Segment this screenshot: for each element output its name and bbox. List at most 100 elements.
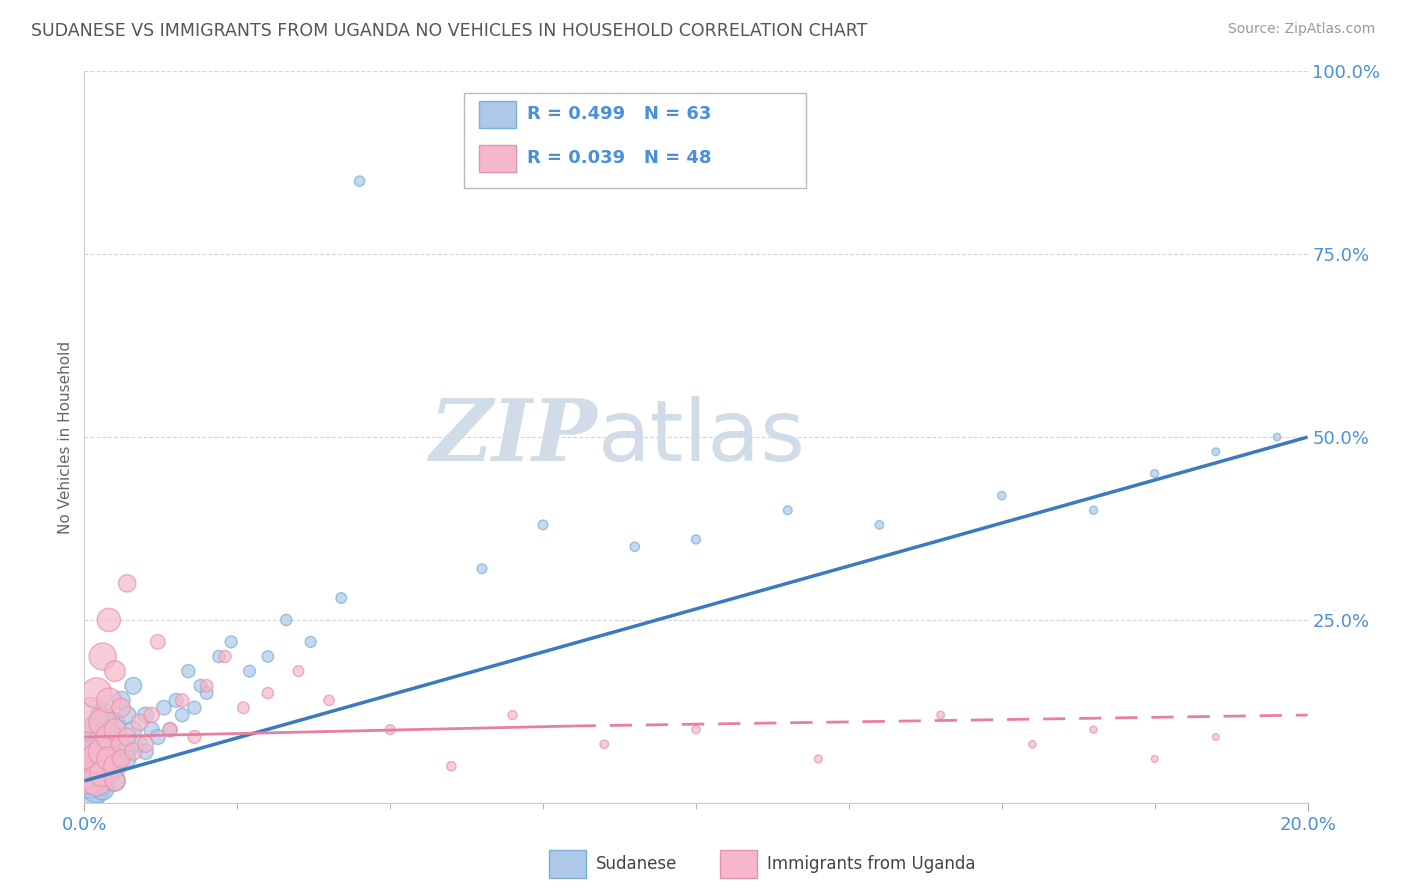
Point: [172, 693, 194, 707]
Point: [86, 781, 108, 796]
Point: [91, 715, 114, 730]
Text: R = 0.499   N = 63: R = 0.499 N = 63: [527, 104, 711, 123]
Point: [115, 708, 138, 723]
Point: [685, 723, 707, 737]
Point: [257, 686, 280, 700]
FancyBboxPatch shape: [479, 101, 516, 128]
Point: [110, 752, 132, 766]
Point: [79, 737, 101, 751]
Point: [110, 737, 132, 751]
Point: [122, 723, 145, 737]
Point: [104, 730, 127, 744]
Point: [97, 752, 120, 766]
Point: [135, 745, 157, 759]
Point: [929, 708, 952, 723]
Text: Source: ZipAtlas.com: Source: ZipAtlas.com: [1227, 22, 1375, 37]
Point: [1205, 444, 1227, 458]
Point: [79, 759, 101, 773]
Point: [79, 773, 101, 788]
Point: [104, 745, 127, 759]
Point: [183, 700, 205, 714]
Point: [685, 533, 707, 547]
Point: [97, 730, 120, 744]
Point: [97, 613, 120, 627]
Point: [214, 649, 236, 664]
Text: Immigrants from Uganda: Immigrants from Uganda: [766, 855, 976, 872]
Point: [97, 752, 120, 766]
Point: [104, 773, 127, 788]
Point: [128, 737, 150, 751]
Point: [183, 730, 205, 744]
Point: [141, 708, 163, 723]
FancyBboxPatch shape: [720, 850, 758, 878]
Point: [869, 517, 891, 532]
Point: [97, 737, 120, 751]
Point: [502, 708, 524, 723]
Point: [1143, 467, 1166, 481]
Point: [115, 730, 138, 744]
Point: [1265, 430, 1288, 444]
Point: [330, 591, 353, 605]
Point: [238, 664, 260, 678]
Point: [104, 723, 127, 737]
Point: [232, 700, 254, 714]
Text: Sudanese: Sudanese: [596, 855, 678, 872]
Point: [91, 708, 114, 723]
Point: [991, 489, 1014, 503]
Point: [110, 700, 132, 714]
Point: [91, 759, 114, 773]
Point: [287, 664, 309, 678]
Point: [110, 737, 132, 751]
Point: [146, 730, 169, 744]
Point: [1205, 730, 1227, 744]
Y-axis label: No Vehicles in Household: No Vehicles in Household: [58, 341, 73, 533]
Point: [141, 723, 163, 737]
Point: [91, 766, 114, 780]
Point: [91, 730, 114, 744]
FancyBboxPatch shape: [550, 850, 586, 878]
Point: [349, 174, 371, 188]
Point: [104, 759, 127, 773]
Point: [91, 773, 114, 788]
Point: [208, 649, 231, 664]
Point: [593, 737, 616, 751]
Point: [104, 715, 127, 730]
Point: [318, 693, 340, 707]
Point: [807, 752, 830, 766]
Point: [380, 723, 402, 737]
Point: [624, 540, 647, 554]
Point: [776, 503, 799, 517]
Point: [135, 708, 157, 723]
Point: [79, 737, 101, 751]
Point: [219, 635, 242, 649]
Point: [159, 723, 181, 737]
Point: [97, 693, 120, 707]
Point: [531, 517, 554, 532]
Point: [122, 679, 145, 693]
Point: [1021, 737, 1043, 751]
Point: [76, 781, 98, 796]
Point: [257, 649, 280, 664]
Point: [159, 723, 181, 737]
Point: [276, 613, 298, 627]
Point: [190, 679, 212, 693]
Point: [79, 708, 101, 723]
Point: [86, 752, 108, 766]
Point: [86, 745, 108, 759]
Point: [104, 759, 127, 773]
Point: [86, 766, 108, 780]
Point: [299, 635, 322, 649]
Point: [110, 693, 132, 707]
Point: [195, 679, 218, 693]
Point: [153, 700, 176, 714]
Point: [76, 766, 98, 780]
Point: [471, 562, 494, 576]
Point: [115, 745, 138, 759]
Text: SUDANESE VS IMMIGRANTS FROM UGANDA NO VEHICLES IN HOUSEHOLD CORRELATION CHART: SUDANESE VS IMMIGRANTS FROM UGANDA NO VE…: [31, 22, 868, 40]
Text: R = 0.039   N = 48: R = 0.039 N = 48: [527, 149, 711, 167]
Point: [1083, 503, 1105, 517]
Point: [91, 781, 114, 796]
Point: [91, 649, 114, 664]
Point: [122, 745, 145, 759]
Text: ZIP: ZIP: [430, 395, 598, 479]
